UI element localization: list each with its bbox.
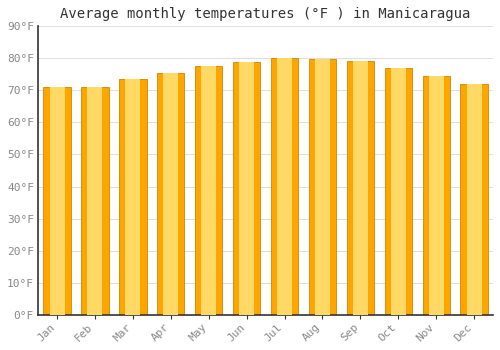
Bar [50, 88, 64, 315]
Bar [391, 68, 406, 315]
Bar [119, 79, 146, 315]
Bar [164, 73, 178, 315]
Bar [195, 66, 222, 315]
Bar [239, 62, 254, 315]
Bar [271, 58, 298, 315]
Bar [126, 79, 140, 315]
Bar [346, 61, 374, 315]
Bar [466, 84, 481, 315]
Bar [353, 61, 368, 315]
Bar [384, 68, 412, 315]
Bar [315, 59, 330, 315]
Bar [428, 76, 444, 315]
Bar [233, 62, 260, 315]
Bar [88, 87, 102, 315]
Bar [422, 76, 450, 315]
Bar [82, 87, 108, 315]
Bar [157, 73, 184, 315]
Bar [277, 58, 292, 315]
Bar [201, 66, 216, 315]
Title: Average monthly temperatures (°F ) in Manicaragua: Average monthly temperatures (°F ) in Ma… [60, 7, 471, 21]
Bar [44, 88, 70, 315]
Bar [309, 59, 336, 315]
Bar [460, 84, 487, 315]
